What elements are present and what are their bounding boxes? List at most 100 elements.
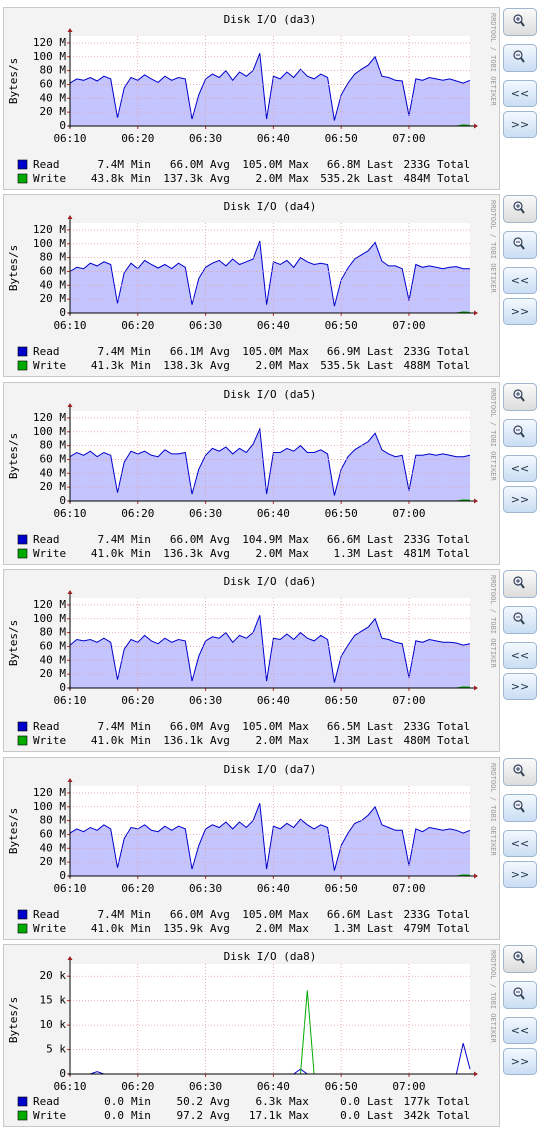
axis-arrow <box>67 403 73 407</box>
x-tick-label: 07:00 <box>392 507 425 520</box>
zoom-in-button[interactable] <box>503 8 537 36</box>
magnifier-handle <box>520 771 525 777</box>
legend-stat-value: 2.0M <box>256 359 283 372</box>
back-button[interactable]: << <box>503 267 537 294</box>
legend-stat-value: 66.8M <box>327 158 360 171</box>
y-axis-label: Bytes/s <box>7 58 20 104</box>
legend-stat-label: Last <box>367 359 394 372</box>
legend-stat-label: Min <box>131 359 151 372</box>
zoom-in-button[interactable] <box>503 570 537 598</box>
legend-stat-label: Max <box>289 158 309 171</box>
y-tick-label: 60 M <box>40 452 67 465</box>
button-label: >> <box>511 868 529 881</box>
legend-stat-value: 479M <box>404 922 431 935</box>
back-button[interactable]: << <box>503 1017 537 1044</box>
legend-stat-value: 7.4M <box>98 345 125 358</box>
legend-stat-value: 104.9M <box>242 533 282 546</box>
legend-stat-label: Total <box>437 908 470 921</box>
zoom-out-button[interactable] <box>503 419 537 447</box>
legend-stat-value: 66.1M <box>170 345 203 358</box>
back-button[interactable]: << <box>503 830 537 857</box>
chart-title: Disk I/O (da4) <box>224 200 317 213</box>
zoom-out-button[interactable] <box>503 794 537 822</box>
legend-label: Read <box>33 908 60 921</box>
x-tick-label: 07:00 <box>392 694 425 707</box>
axis-arrow <box>67 778 73 782</box>
legend-stat-label: Min <box>131 1109 151 1122</box>
x-tick-label: 07:00 <box>392 1080 425 1093</box>
legend-stat-value: 17.1k <box>249 1109 282 1122</box>
legend-stat-value: 43.8k <box>91 172 124 185</box>
forward-button[interactable]: >> <box>503 861 537 888</box>
y-tick-label: 15 k <box>40 994 67 1007</box>
x-tick-label: 06:20 <box>121 694 154 707</box>
legend-stat-label: Avg <box>210 922 230 935</box>
y-tick-label: 100 M <box>33 237 66 250</box>
forward-button[interactable]: >> <box>503 298 537 325</box>
y-tick-label: 100 M <box>33 425 66 438</box>
y-tick-label: 100 M <box>33 50 66 63</box>
legend-stat-label: Max <box>289 547 309 560</box>
legend-stat-label: Min <box>131 533 151 546</box>
y-tick-label: 120 M <box>33 786 66 799</box>
magnifier-handle <box>520 432 525 438</box>
legend-stat-label: Min <box>131 922 151 935</box>
legend-stat-label: Last <box>367 734 394 747</box>
legend-swatch <box>17 159 28 170</box>
legend-label: Write <box>33 359 66 372</box>
graph-panel: Disk I/O (da4) RRDTOOL / TOBI OETIKER Byte… <box>3 194 500 377</box>
series-line <box>69 615 471 683</box>
legend-stat-label: Avg <box>210 1109 230 1122</box>
back-button[interactable]: << <box>503 455 537 482</box>
x-tick-label: 07:00 <box>392 882 425 895</box>
magnifier-handle <box>520 57 525 63</box>
y-tick-label: 0 <box>59 494 66 507</box>
zoom-out-button[interactable] <box>503 231 537 259</box>
legend-stat-value: 50.2 <box>177 1095 204 1108</box>
forward-button[interactable]: >> <box>503 673 537 700</box>
y-tick-label: 120 M <box>33 598 66 611</box>
legend-stat-value: 6.3k <box>256 1095 283 1108</box>
x-tick-label: 06:20 <box>121 319 154 332</box>
legend-stat-label: Max <box>289 922 309 935</box>
legend-stat-value: 488M <box>404 359 431 372</box>
back-button[interactable]: << <box>503 80 537 107</box>
x-tick-label: 06:30 <box>189 132 222 145</box>
chart-title: Disk I/O (da7) <box>224 763 317 776</box>
series-area <box>70 53 470 126</box>
x-tick-label: 06:30 <box>189 319 222 332</box>
zoom-in-button[interactable] <box>503 945 537 973</box>
y-tick-label: 80 M <box>40 439 67 452</box>
forward-button[interactable]: >> <box>503 111 537 138</box>
legend-stat-label: Max <box>289 908 309 921</box>
legend-stat-label: Last <box>367 1095 394 1108</box>
zoom-in-button[interactable] <box>503 195 537 223</box>
y-tick-label: 20 M <box>40 667 67 680</box>
zoom-in-button[interactable] <box>503 758 537 786</box>
legend-swatch <box>17 1096 28 1107</box>
zoom-in-button[interactable] <box>503 383 537 411</box>
y-tick-label: 20 k <box>40 969 67 982</box>
zoom-out-button[interactable] <box>503 44 537 72</box>
legend-stat-label: Max <box>289 533 309 546</box>
legend-stat-value: 105.0M <box>242 908 282 921</box>
y-tick-label: 20 M <box>40 292 67 305</box>
legend-stat-label: Total <box>437 734 470 747</box>
y-tick-label: 0 <box>59 1067 66 1080</box>
legend-stat-value: 66.0M <box>170 720 203 733</box>
zoom-out-button[interactable] <box>503 981 537 1009</box>
legend-stat-label: Last <box>367 547 394 560</box>
legend-stat-value: 2.0M <box>256 172 283 185</box>
button-face <box>503 830 537 857</box>
watermark: RRDTOOL / TOBI OETIKER <box>489 200 497 294</box>
back-button[interactable]: << <box>503 642 537 669</box>
magnifier-handle <box>520 396 525 402</box>
zoom-out-button[interactable] <box>503 606 537 634</box>
legend-stat-value: 7.4M <box>98 908 125 921</box>
y-tick-label: 0 <box>59 681 66 694</box>
button-face <box>503 455 537 482</box>
forward-button[interactable]: >> <box>503 1048 537 1075</box>
forward-button[interactable]: >> <box>503 486 537 513</box>
legend-stat-value: 7.4M <box>98 720 125 733</box>
legend-stat-label: Total <box>437 172 470 185</box>
